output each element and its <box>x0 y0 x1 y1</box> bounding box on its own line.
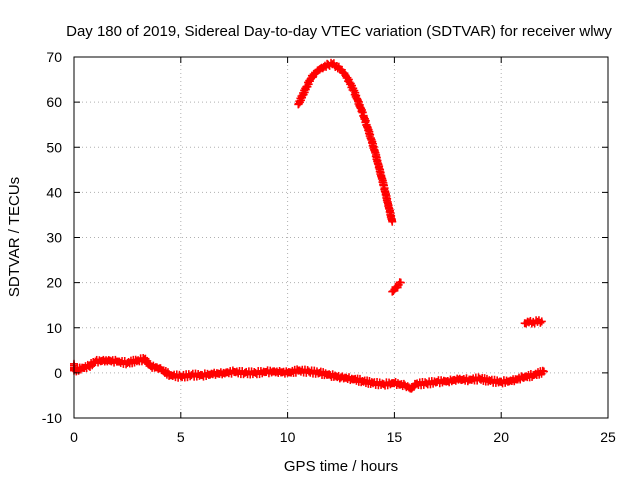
y-tick-label: 60 <box>46 94 62 110</box>
x-tick-label: 15 <box>387 429 403 445</box>
x-tick-label: 20 <box>493 429 509 445</box>
data-point <box>388 217 397 226</box>
x-tick-label: 0 <box>70 429 78 445</box>
data-point <box>537 317 546 326</box>
data-series <box>520 316 546 328</box>
data-layer <box>70 58 548 393</box>
data-series <box>294 58 397 226</box>
y-tick-label: 0 <box>54 365 62 381</box>
y-tick-label: 20 <box>46 275 62 291</box>
x-axis-label: GPS time / hours <box>284 458 398 475</box>
data-point-fill <box>536 318 545 327</box>
data-point <box>539 367 548 376</box>
data-point <box>396 278 405 287</box>
x-tick-label: 5 <box>177 429 185 445</box>
y-tick-label: -10 <box>42 410 62 426</box>
y-tick-label: 70 <box>46 49 62 65</box>
tick-layer: 0 5 10 15 20 25 -10 0 10 20 30 40 50 60 70 <box>42 49 616 445</box>
y-tick-label: 10 <box>46 320 62 336</box>
y-tick-label: 40 <box>46 184 62 200</box>
x-tick-label: 10 <box>280 429 296 445</box>
chart-title: Day 180 of 2019, Sidereal Day-to-day VTE… <box>66 23 612 40</box>
y-tick-label: 50 <box>46 139 62 155</box>
data-series <box>70 354 548 393</box>
y-axis-label: SDTVAR / TECUs <box>6 177 23 297</box>
y-tick-label: 30 <box>46 230 62 246</box>
x-tick-label: 25 <box>600 429 616 445</box>
data-series <box>388 278 405 296</box>
